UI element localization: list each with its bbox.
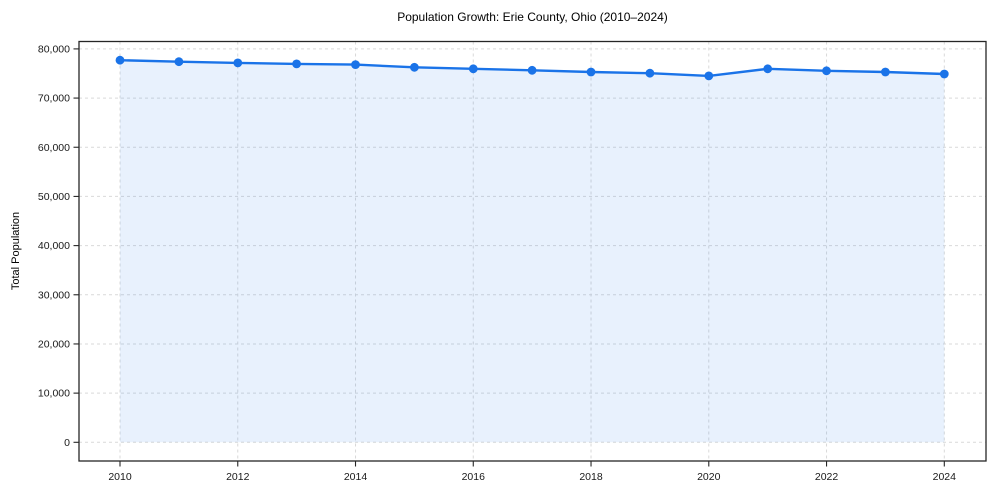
- data-point-2013: [292, 59, 301, 69]
- data-point-2010: [115, 55, 125, 65]
- data-point-2020: [704, 71, 714, 81]
- y-tick-label: 10,000: [38, 388, 70, 400]
- data-point-2017: [527, 65, 537, 75]
- data-point-2014: [351, 60, 360, 69]
- data-point-2016: [468, 64, 478, 74]
- data-point-2022: [822, 66, 831, 76]
- y-tick-label: 30,000: [38, 289, 70, 301]
- data-point-2019: [645, 68, 655, 78]
- y-tick-label: 0: [64, 437, 70, 449]
- chart-title: Population Growth: Erie County, Ohio (20…: [397, 10, 668, 24]
- x-tick-label: 2022: [815, 471, 839, 483]
- x-tick-label: 2012: [226, 471, 250, 483]
- x-tick-label: 2018: [579, 471, 603, 483]
- y-tick-label: 40,000: [38, 240, 70, 252]
- y-tick-label: 80,000: [38, 43, 70, 55]
- x-tick-label: 2020: [697, 471, 721, 483]
- data-point-2011: [174, 57, 184, 67]
- x-tick-label: 2010: [108, 471, 132, 483]
- y-tick-label: 20,000: [38, 338, 70, 350]
- y-tick-label: 50,000: [38, 191, 70, 203]
- x-tick-label: 2024: [933, 471, 957, 483]
- y-tick-label: 70,000: [38, 93, 70, 105]
- data-point-2015: [410, 62, 419, 72]
- data-point-2018: [586, 67, 596, 77]
- data-point-2024: [939, 69, 949, 79]
- x-tick-label: 2014: [344, 471, 368, 483]
- data-point-2012: [233, 58, 243, 68]
- plot-border: [78, 40, 987, 462]
- y-tick-label: 60,000: [38, 142, 70, 154]
- data-point-2021: [763, 64, 773, 74]
- area-fill: [120, 60, 945, 443]
- data-point-2023: [881, 67, 890, 77]
- x-tick-label: 2016: [462, 471, 486, 483]
